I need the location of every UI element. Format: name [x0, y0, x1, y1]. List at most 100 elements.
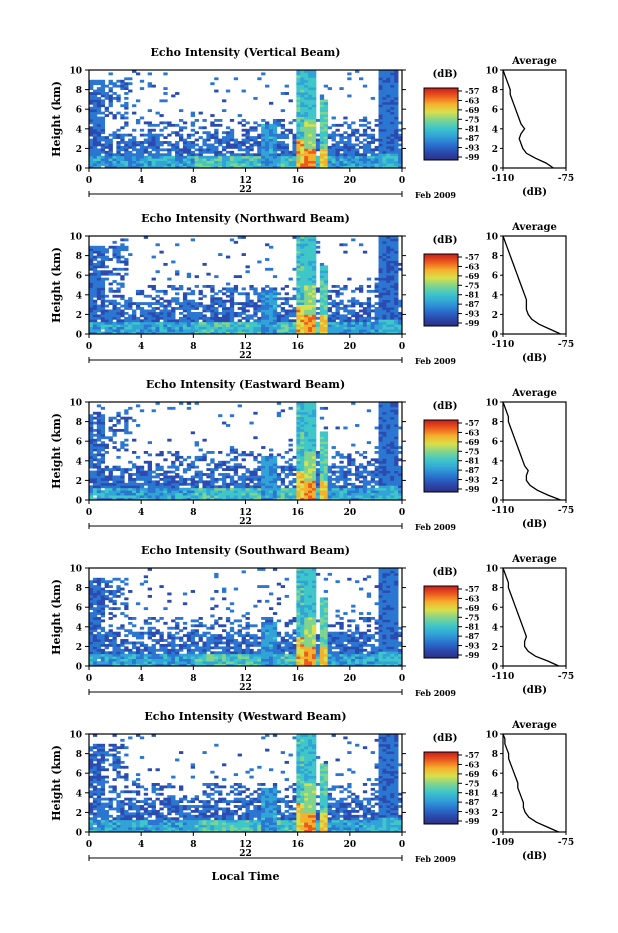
- heatmap-cell: [277, 414, 281, 417]
- heatmap-cell: [128, 90, 132, 93]
- heatmap-cell: [222, 141, 226, 144]
- heatmap-cell: [296, 466, 300, 469]
- heatmap-cell: [363, 471, 367, 474]
- heatmap-cell: [171, 488, 175, 491]
- heatmap-cell: [120, 283, 124, 286]
- heatmap-cell: [394, 126, 398, 129]
- heatmap-cell: [296, 329, 300, 332]
- heatmap-cell: [222, 329, 226, 332]
- heatmap-cell: [242, 476, 246, 479]
- heatmap-cell: [320, 146, 324, 149]
- heatmap-cell: [316, 463, 320, 466]
- heatmap-cell: [93, 107, 97, 110]
- heatmap-cell: [261, 119, 265, 122]
- heatmap-cell: [218, 324, 222, 327]
- heatmap-cell: [128, 468, 132, 471]
- heatmap-cell: [375, 471, 379, 474]
- heatmap-cell: [167, 324, 171, 327]
- heatmap-cell: [144, 161, 148, 164]
- heatmap-cell: [202, 495, 206, 498]
- heatmap-cell: [93, 634, 97, 637]
- heatmap-cell: [253, 287, 257, 290]
- colorbar-tick-label: -99: [465, 152, 480, 162]
- heatmap-cell: [261, 144, 265, 147]
- heatmap-cell: [379, 480, 383, 483]
- heatmap-cell: [339, 461, 343, 464]
- heatmap-cell: [300, 461, 304, 464]
- heatmap-cell: [144, 156, 148, 159]
- heatmap-cell: [140, 314, 144, 317]
- heatmap-cell: [390, 261, 394, 264]
- heatmap-cell: [132, 488, 136, 491]
- heatmap-cell: [308, 493, 312, 496]
- heatmap-cell: [308, 300, 312, 303]
- heatmap-cell: [292, 156, 296, 159]
- heatmap-cell: [304, 292, 308, 295]
- heatmap-cell: [304, 473, 308, 476]
- heatmap-cell: [379, 317, 383, 320]
- heatmap-cell: [339, 478, 343, 481]
- heatmap-cell: [202, 456, 206, 459]
- heatmap-cell: [226, 158, 230, 161]
- heatmap-cell: [89, 453, 93, 456]
- heatmap-cell: [257, 466, 261, 469]
- heatmap-cell: [128, 161, 132, 164]
- heatmap-cell: [242, 453, 246, 456]
- heatmap-cell: [324, 427, 328, 430]
- heatmap-cell: [277, 495, 281, 498]
- heatmap-cell: [112, 246, 116, 249]
- heatmap-cell: [261, 446, 265, 449]
- heatmap-cell: [304, 468, 308, 471]
- heatmap-cell: [347, 453, 351, 456]
- heatmap-cell: [140, 163, 144, 166]
- heatmap-cell: [101, 429, 105, 432]
- heatmap-cell: [394, 153, 398, 156]
- heatmap-cell: [382, 77, 386, 80]
- heatmap-cell: [312, 439, 316, 442]
- heatmap-cell: [152, 495, 156, 498]
- heatmap-cell: [261, 139, 265, 142]
- heatmap-cell: [249, 300, 253, 303]
- heatmap-cell: [324, 478, 328, 481]
- heatmap-cell: [367, 121, 371, 124]
- heatmap-cell: [320, 129, 324, 132]
- heatmap-cell: [379, 431, 383, 434]
- heatmap-cell: [382, 453, 386, 456]
- heatmap-cell: [249, 136, 253, 139]
- heatmap-cell: [296, 243, 300, 246]
- heatmap-cell: [382, 97, 386, 100]
- heatmap-cell: [246, 483, 250, 486]
- heatmap-cell: [394, 431, 398, 434]
- heatmap-cell: [93, 476, 97, 479]
- heatmap-cell: [300, 256, 304, 259]
- heatmap-cell: [116, 268, 120, 271]
- heatmap-cell: [124, 273, 128, 276]
- heatmap-cell: [210, 305, 214, 308]
- heatmap-cell: [379, 144, 383, 147]
- heatmap-cell: [273, 129, 277, 132]
- heatmap-cell: [371, 473, 375, 476]
- heatmap-cell: [379, 107, 383, 110]
- heatmap-cell: [120, 473, 124, 476]
- heatmap-cell: [394, 265, 398, 268]
- heatmap-cell: [202, 310, 206, 313]
- heatmap-cell: [304, 285, 308, 288]
- heatmap-cell: [156, 463, 160, 466]
- heatmap-cell: [296, 238, 300, 241]
- heatmap-cell: [175, 453, 179, 456]
- heatmap-cell: [269, 307, 273, 310]
- heatmap-cell: [308, 485, 312, 488]
- heatmap-cell: [112, 248, 116, 251]
- heatmap-cell: [386, 412, 390, 415]
- heatmap-cell: [183, 146, 187, 149]
- x-tick-label: 20: [344, 176, 357, 186]
- heatmap-cell: [379, 473, 383, 476]
- heatmap-cell: [292, 153, 296, 156]
- heatmap-cell: [120, 468, 124, 471]
- heatmap-cell: [308, 480, 312, 483]
- heatmap-cell: [109, 156, 113, 159]
- heatmap-cell: [97, 314, 101, 317]
- heatmap-cell: [312, 317, 316, 320]
- heatmap-cell: [218, 124, 222, 127]
- heatmap-cell: [308, 241, 312, 244]
